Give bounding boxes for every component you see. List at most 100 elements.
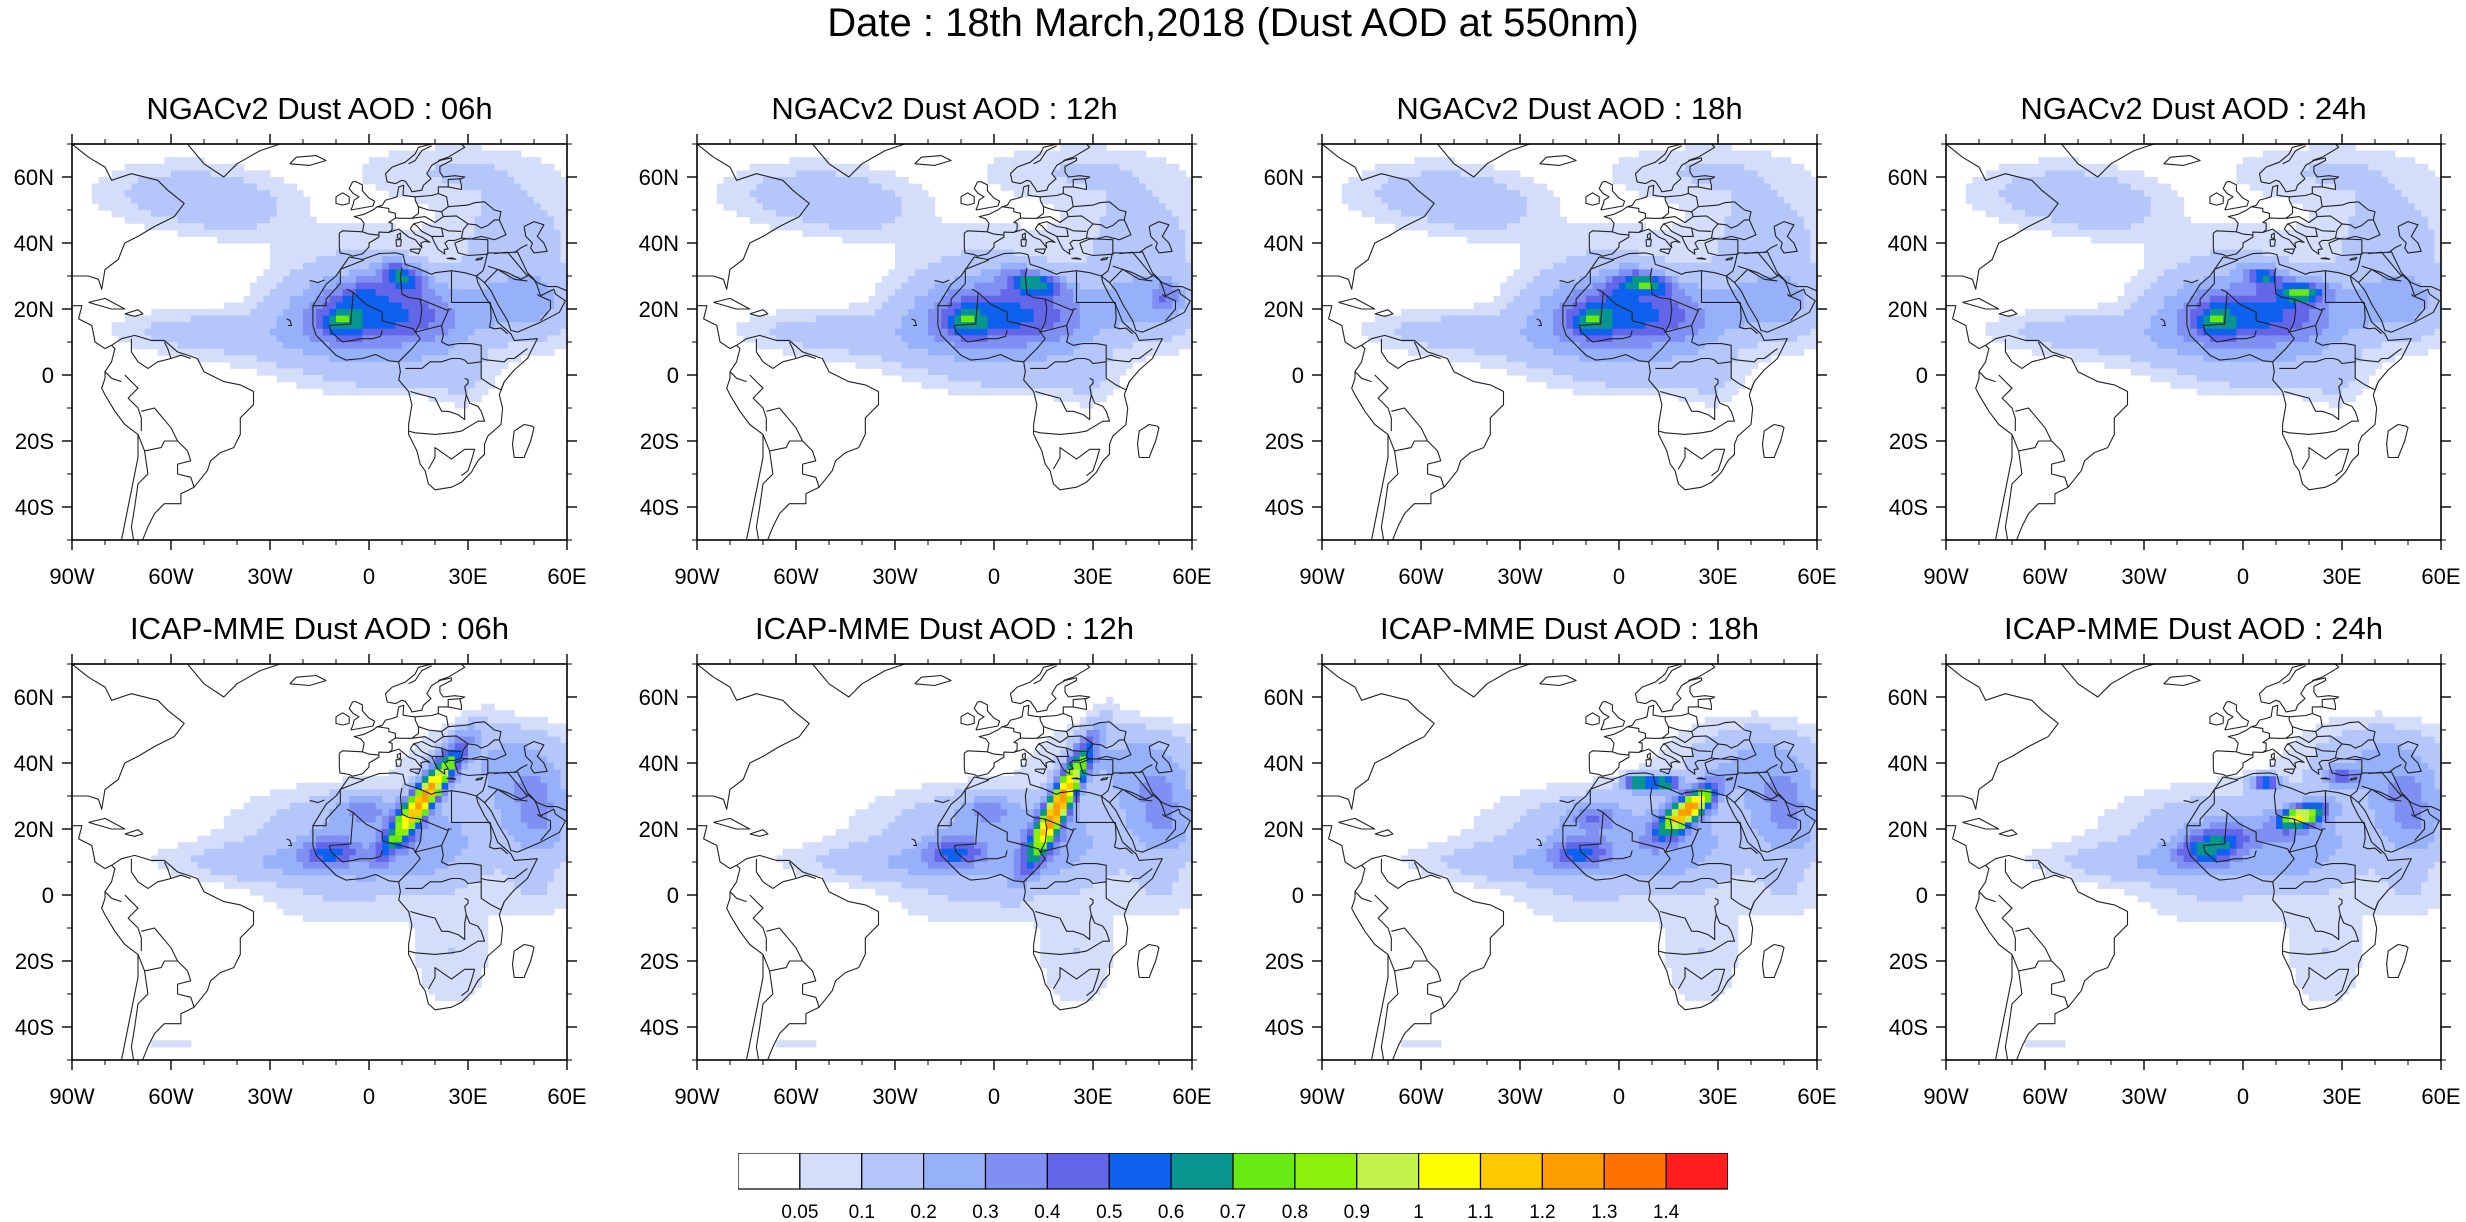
- lat-tick-label: 0: [1292, 883, 1304, 908]
- lon-tick-label: 30W: [872, 564, 917, 589]
- colorbar-label: 0.5: [1096, 1202, 1122, 1222]
- colorbar-label: 0.9: [1344, 1202, 1370, 1222]
- lon-tick-label: 60W: [773, 1084, 818, 1109]
- dust-aod-field: [1341, 144, 1817, 409]
- lon-tick-label: 60E: [547, 564, 586, 589]
- panel-title: NGACv2 Dust AOD : 18h: [1396, 91, 1743, 126]
- map-panel: 90W 60W 30W 0 30E 60E 60N 40N 20N 0 20S 40S: [14, 134, 587, 589]
- lon-tick-label: 90W: [1923, 1084, 1968, 1109]
- colorbar-label: 0.1: [849, 1202, 875, 1222]
- lon-tick-label: 30W: [2121, 1084, 2166, 1109]
- lon-tick-label: 90W: [49, 1084, 94, 1109]
- lon-tick-label: 60E: [1172, 564, 1211, 589]
- colorbar-label: 0.3: [972, 1202, 998, 1222]
- panel-title: ICAP-MME Dust AOD : 24h: [2004, 611, 2383, 646]
- lat-tick-label: 20S: [15, 949, 54, 974]
- map-panel: 90W 60W 30W 0 30E 60E 60N 40N 20N 0 20S 40S: [1888, 134, 2461, 589]
- lon-tick-label: 0: [1613, 1084, 1625, 1109]
- colorbar-swatch: [1603, 1153, 1667, 1190]
- lat-tick-label: 20S: [640, 429, 679, 454]
- lat-tick-label: 0: [667, 363, 679, 388]
- lon-tick-label: 60W: [148, 1084, 193, 1109]
- lon-tick-label: 30E: [448, 564, 487, 589]
- lon-tick-label: 0: [363, 564, 375, 589]
- lat-tick-label: 20N: [14, 297, 54, 322]
- lon-tick-label: 60E: [1172, 1084, 1211, 1109]
- lon-tick-label: 0: [988, 1084, 1000, 1109]
- colorbar-swatch: [1356, 1153, 1420, 1190]
- lat-tick-label: 40N: [14, 231, 54, 256]
- lat-tick-label: 40N: [1888, 231, 1928, 256]
- lat-tick-label: 0: [1292, 363, 1304, 388]
- lat-tick-label: 60N: [1264, 165, 1304, 190]
- coastlines: [72, 664, 567, 1060]
- lon-tick-label: 30E: [448, 1084, 487, 1109]
- coastlines: [1946, 144, 2441, 540]
- colorbar-swatch: [861, 1153, 925, 1190]
- lat-tick-label: 20N: [639, 297, 679, 322]
- colorbar-label: 0.2: [910, 1202, 936, 1222]
- lon-tick-label: 30W: [872, 1084, 917, 1109]
- lon-tick-label: 90W: [49, 564, 94, 589]
- colorbar-label: 1: [1413, 1202, 1424, 1222]
- dust-aod-field: [716, 144, 1192, 409]
- colorbar-label: 1.1: [1467, 1202, 1493, 1222]
- lat-tick-label: 40N: [14, 751, 54, 776]
- colorbar-label: 0.4: [1034, 1202, 1061, 1222]
- lon-tick-label: 30E: [1073, 564, 1112, 589]
- map-panel: 90W 60W 30W 0 30E 60E 60N 40N 20N 0 20S 40S: [14, 654, 587, 1109]
- lat-tick-label: 40S: [15, 495, 54, 520]
- lon-tick-label: 60E: [2421, 564, 2460, 589]
- coastlines: [72, 144, 567, 540]
- lon-tick-label: 30E: [1698, 564, 1737, 589]
- lat-tick-label: 20S: [1265, 949, 1304, 974]
- panel-title: NGACv2 Dust AOD : 12h: [771, 91, 1118, 126]
- lat-tick-label: 40S: [640, 495, 679, 520]
- lat-tick-label: 40S: [15, 1015, 54, 1040]
- coastlines: [1322, 664, 1817, 1060]
- colorbar-swatch: [1108, 1153, 1172, 1190]
- colorbar-label: 1.3: [1591, 1202, 1617, 1222]
- colorbar-swatch: [799, 1153, 863, 1190]
- colorbar-swatch: [1541, 1153, 1605, 1190]
- dust-aod-field: [776, 697, 1192, 1048]
- lat-tick-label: 20S: [1265, 429, 1304, 454]
- lon-tick-label: 60W: [148, 564, 193, 589]
- coastlines: [1322, 144, 1817, 540]
- lat-tick-label: 0: [1916, 363, 1928, 388]
- lon-tick-label: 30W: [2121, 564, 2166, 589]
- panel-title: ICAP-MME Dust AOD : 12h: [755, 611, 1134, 646]
- lon-tick-label: 60E: [2421, 1084, 2460, 1109]
- map-panel: 90W 60W 30W 0 30E 60E 60N 40N 20N 0 20S 40S: [1264, 134, 1837, 589]
- lon-tick-label: 90W: [1299, 564, 1344, 589]
- lon-tick-label: 0: [2237, 1084, 2249, 1109]
- lon-tick-label: 0: [988, 564, 1000, 589]
- lat-tick-label: 20S: [15, 429, 54, 454]
- lat-tick-label: 40S: [1889, 495, 1928, 520]
- lat-tick-label: 20N: [639, 817, 679, 842]
- map-panel: 90W 60W 30W 0 30E 60E 60N 40N 20N 0 20S 40S: [639, 134, 1212, 589]
- lat-tick-label: 0: [42, 883, 54, 908]
- lon-tick-label: 30W: [1497, 1084, 1542, 1109]
- lat-tick-label: 60N: [639, 165, 679, 190]
- colorbar-label: 0.05: [781, 1202, 818, 1222]
- colorbar-swatch: [1294, 1153, 1358, 1190]
- lon-tick-label: 90W: [1299, 1084, 1344, 1109]
- dust-aod-field: [1965, 144, 2441, 409]
- lon-tick-label: 30E: [2322, 1084, 2361, 1109]
- coastlines: [1946, 664, 2441, 1060]
- lat-tick-label: 20S: [640, 949, 679, 974]
- lat-tick-label: 20S: [1889, 949, 1928, 974]
- lon-tick-label: 0: [363, 1084, 375, 1109]
- lat-tick-label: 20N: [14, 817, 54, 842]
- colorbar-swatch: [1418, 1153, 1482, 1190]
- lat-tick-label: 60N: [1264, 685, 1304, 710]
- lat-tick-label: 40N: [1888, 751, 1928, 776]
- lat-tick-label: 60N: [1888, 165, 1928, 190]
- colorbar-swatch: [1232, 1153, 1296, 1190]
- colorbar-label: 0.8: [1282, 1202, 1308, 1222]
- lat-tick-label: 40N: [1264, 751, 1304, 776]
- lon-tick-label: 90W: [674, 564, 719, 589]
- lat-tick-label: 40S: [1265, 1015, 1304, 1040]
